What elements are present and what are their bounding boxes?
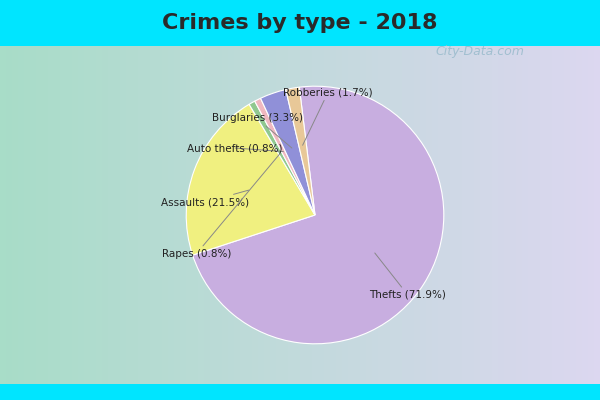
Text: City-Data.com: City-Data.com <box>436 46 524 58</box>
Text: Rapes (0.8%): Rapes (0.8%) <box>162 153 280 259</box>
Text: Auto thefts (0.8%): Auto thefts (0.8%) <box>187 143 283 153</box>
Text: Burglaries (3.3%): Burglaries (3.3%) <box>212 114 302 148</box>
Wedge shape <box>255 98 315 215</box>
Text: Assaults (21.5%): Assaults (21.5%) <box>161 190 250 207</box>
Wedge shape <box>249 101 315 215</box>
Wedge shape <box>186 104 315 255</box>
Wedge shape <box>286 87 315 215</box>
Wedge shape <box>193 86 444 344</box>
Wedge shape <box>260 90 315 215</box>
Text: Thefts (71.9%): Thefts (71.9%) <box>369 253 446 300</box>
Text: Robberies (1.7%): Robberies (1.7%) <box>283 88 373 145</box>
Text: Crimes by type - 2018: Crimes by type - 2018 <box>162 13 438 33</box>
